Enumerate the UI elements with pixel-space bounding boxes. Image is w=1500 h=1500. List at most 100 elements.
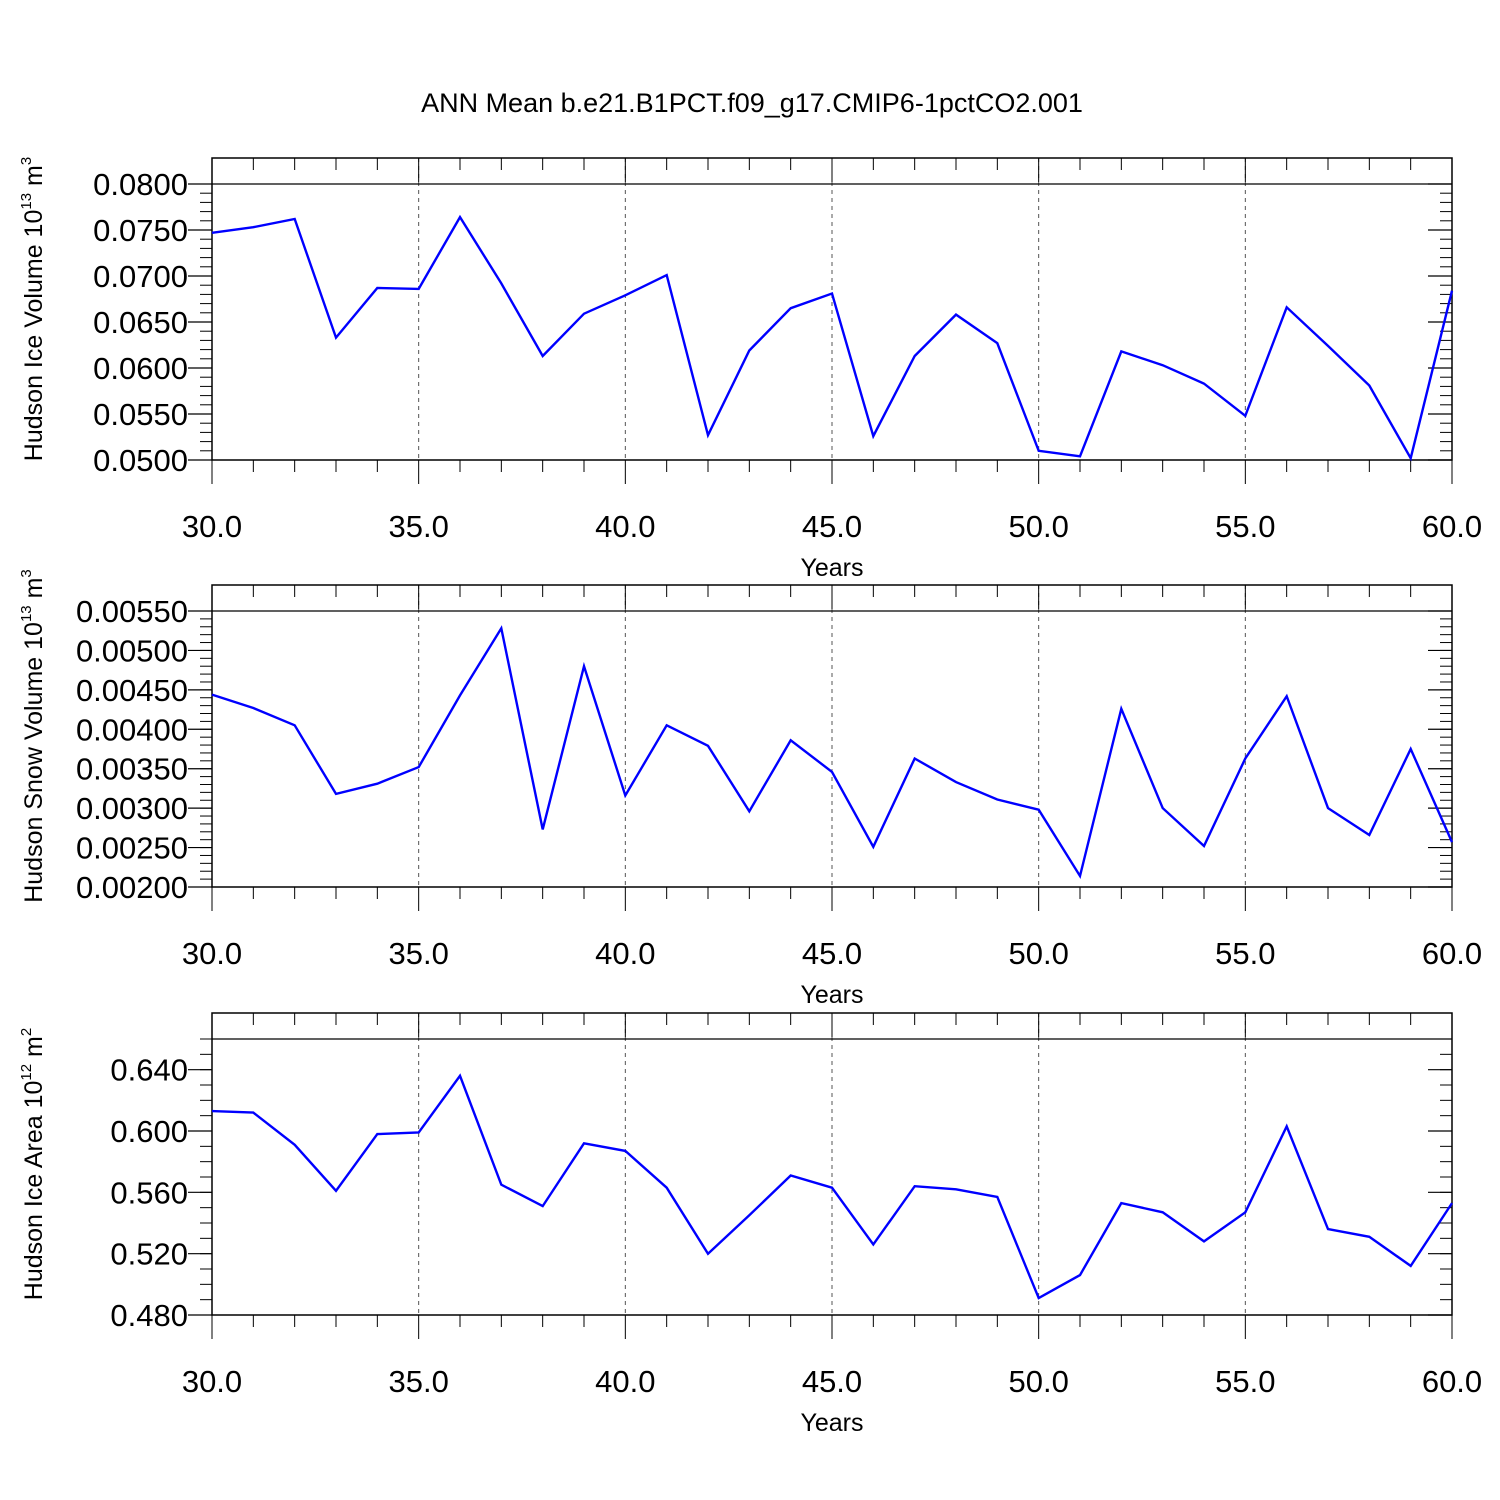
data-point xyxy=(1451,290,1453,292)
y-tick-label: 0.0600 xyxy=(93,351,188,386)
data-point xyxy=(211,694,213,696)
y-tick-label: 0.00350 xyxy=(76,752,188,787)
data-point xyxy=(500,627,502,629)
data-point xyxy=(1286,695,1288,697)
data-point xyxy=(542,355,544,357)
data-point xyxy=(583,1142,585,1144)
data-point xyxy=(1079,455,1081,457)
x-tick-label: 35.0 xyxy=(388,509,448,544)
y-axis-title: Hudson Ice Area 1012 m2 xyxy=(18,1028,48,1300)
x-tick-label: 60.0 xyxy=(1422,1364,1482,1399)
data-point xyxy=(790,307,792,309)
data-point xyxy=(583,313,585,315)
data-point xyxy=(1451,841,1453,843)
data-point xyxy=(418,288,420,290)
y-axis-title-part: 13 xyxy=(18,605,35,622)
data-point xyxy=(872,1243,874,1245)
data-point xyxy=(1286,1125,1288,1127)
data-point xyxy=(872,435,874,437)
y-tick-label: 0.0650 xyxy=(93,305,188,340)
data-point xyxy=(211,1110,213,1112)
x-tick-label: 30.0 xyxy=(182,936,242,971)
data-point xyxy=(996,798,998,800)
x-tick-label: 40.0 xyxy=(595,936,655,971)
y-axis-title-part: Hudson Ice Area 10 xyxy=(20,1081,48,1301)
data-point xyxy=(542,828,544,830)
y-tick-label: 0.00250 xyxy=(76,831,188,866)
data-point xyxy=(1368,1236,1370,1238)
data-point xyxy=(252,226,254,228)
y-axis-title: Hudson Ice Volume 1013 m3 xyxy=(18,157,48,461)
data-point xyxy=(294,724,296,726)
data-point xyxy=(1451,1202,1453,1204)
panel-2: 0.00200 0.00250 0.00300 0.00350 0.00400 0.004… xyxy=(18,569,1482,1009)
data-point xyxy=(955,781,957,783)
data-point xyxy=(252,1112,254,1114)
data-point xyxy=(1244,415,1246,417)
data-point xyxy=(914,1185,916,1187)
x-axis-title: Years xyxy=(800,981,863,1009)
y-axis-title-part: 3 xyxy=(18,157,35,165)
data-point xyxy=(831,771,833,773)
data-point xyxy=(335,1190,337,1192)
y-axis-title-part: 3 xyxy=(18,569,35,577)
y-tick-label: 0.640 xyxy=(110,1053,188,1088)
data-point xyxy=(790,739,792,741)
data-point xyxy=(335,793,337,795)
data-point xyxy=(1327,807,1329,809)
y-tick-label: 0.480 xyxy=(110,1298,188,1333)
data-point xyxy=(666,1187,668,1189)
data-point xyxy=(1120,1202,1122,1204)
x-tick-label: 45.0 xyxy=(802,936,862,971)
y-axis-title-part: m xyxy=(20,578,48,606)
data-point xyxy=(1410,748,1412,750)
x-tick-label: 40.0 xyxy=(595,1364,655,1399)
y-tick-label: 0.00450 xyxy=(76,673,188,708)
data-point xyxy=(1079,875,1081,877)
data-point xyxy=(1410,457,1412,459)
data-point xyxy=(500,282,502,284)
data-point xyxy=(872,846,874,848)
data-point xyxy=(500,1184,502,1186)
y-tick-label: 0.00500 xyxy=(76,633,188,668)
series-line xyxy=(211,214,1454,462)
x-axis-title: Years xyxy=(800,1409,863,1437)
y-tick-label: 0.0750 xyxy=(93,213,188,248)
data-point xyxy=(914,355,916,357)
data-point xyxy=(666,274,668,276)
x-tick-label: 30.0 xyxy=(182,509,242,544)
x-tick-label: 35.0 xyxy=(388,1364,448,1399)
y-tick-label: 0.520 xyxy=(110,1237,188,1272)
y-axis-title-part: m xyxy=(20,1036,48,1064)
y-tick-label: 0.00300 xyxy=(76,791,188,826)
data-point xyxy=(459,1075,461,1077)
data-point xyxy=(1203,383,1205,385)
data-point xyxy=(294,1144,296,1146)
series-line xyxy=(211,1073,1454,1300)
data-point xyxy=(1368,384,1370,386)
data-point xyxy=(1244,1211,1246,1213)
data-point xyxy=(790,1174,792,1176)
series-line xyxy=(211,625,1454,880)
data-point xyxy=(996,1196,998,1198)
x-tick-label: 55.0 xyxy=(1215,509,1275,544)
y-tick-label: 0.00200 xyxy=(76,870,188,905)
data-point xyxy=(583,665,585,667)
x-tick-label: 50.0 xyxy=(1008,936,1068,971)
data-point xyxy=(831,1187,833,1189)
data-point xyxy=(252,707,254,709)
data-point xyxy=(1410,1265,1412,1267)
data-point xyxy=(1203,845,1205,847)
data-point xyxy=(1203,1240,1205,1242)
data-point xyxy=(955,314,957,316)
data-point xyxy=(666,724,668,726)
data-point xyxy=(748,1214,750,1216)
x-axis-title: Years xyxy=(800,554,863,582)
data-point xyxy=(955,1188,957,1190)
data-point xyxy=(624,1150,626,1152)
x-tick-label: 45.0 xyxy=(802,509,862,544)
y-axis-title-part: Hudson Ice Volume 10 xyxy=(20,210,48,462)
figure-title: ANN Mean b.e21.B1PCT.f09_g17.CMIP6-1pctC… xyxy=(421,88,1083,118)
data-point xyxy=(418,766,420,768)
data-point xyxy=(831,292,833,294)
